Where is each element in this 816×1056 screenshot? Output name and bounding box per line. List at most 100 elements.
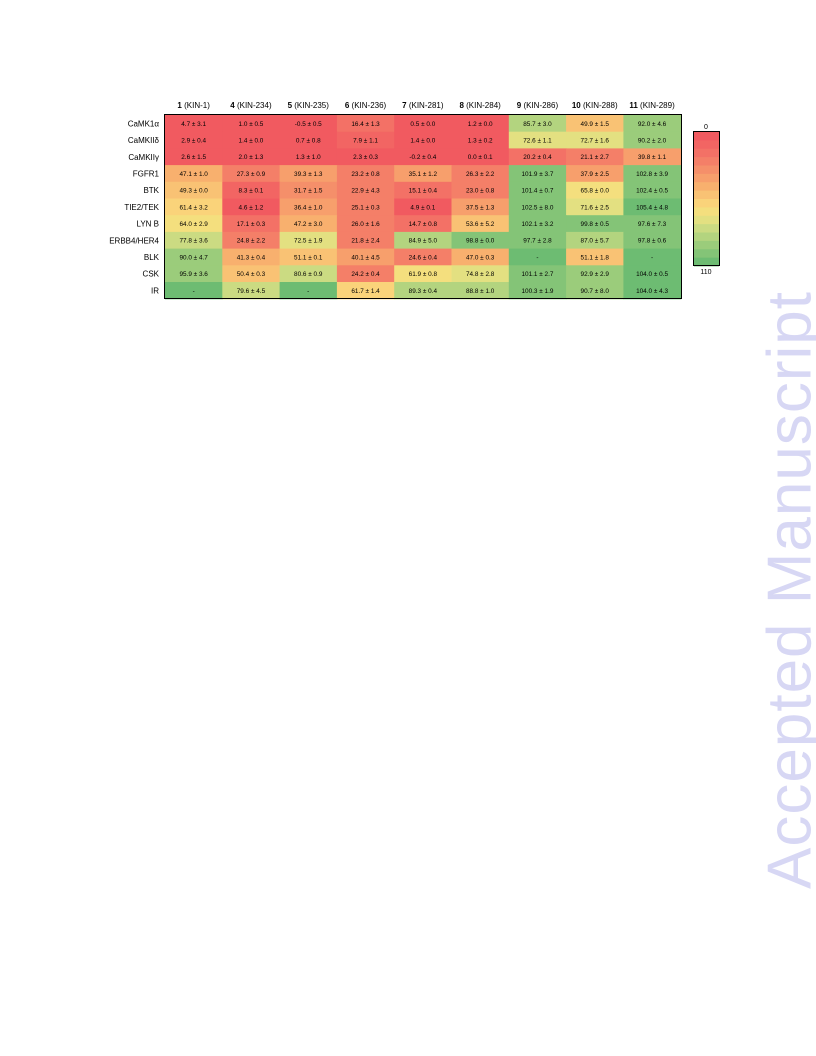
heatmap-cell [566, 198, 624, 216]
heatmap-cell [222, 282, 281, 300]
cell-value-label: 101.4 ± 0.7 [521, 188, 553, 195]
heatmap-cell [222, 115, 281, 133]
heatmap-cell [222, 198, 281, 216]
cell-value-label: 47.1 ± 1.0 [179, 171, 208, 178]
color-scale-legend: 0 110 [693, 124, 720, 276]
column-header-code: (KIN-234) [235, 101, 272, 110]
row-label: CaMK1α [128, 119, 160, 128]
heatmap-cell [623, 282, 682, 300]
heatmap-cell [566, 248, 624, 266]
cell-value-label: 98.8 ± 0.0 [466, 238, 495, 245]
cell-value-label: 24.2 ± 0.4 [351, 271, 380, 278]
column-header-code: (KIN-289) [638, 101, 675, 110]
cell-value-label: 102.4 ± 0.5 [636, 188, 668, 195]
heatmap-cell [222, 248, 281, 266]
heatmap-cell [336, 265, 395, 283]
heatmap-cell [508, 231, 567, 250]
row-label: FGFR1 [133, 169, 160, 178]
cell-value-label: 61.7 ± 1.4 [351, 288, 380, 295]
heatmap-cell [508, 165, 567, 183]
cell-value-label: 50.4 ± 0.3 [237, 271, 266, 278]
cell-value-label: 84.9 ± 5.0 [409, 238, 438, 245]
cell-value-label: 102.5 ± 8.0 [521, 204, 553, 211]
cell-value-label: -0.2 ± 0.4 [409, 154, 436, 161]
heatmap-cell [508, 282, 567, 300]
watermark: Accepted Manuscript [755, 291, 816, 889]
row-label: BTK [143, 186, 159, 195]
heatmap-cell [165, 165, 223, 183]
heatmap-cell [451, 282, 510, 300]
cell-value-label: 104.0 ± 4.3 [636, 288, 668, 295]
legend-color-step [694, 165, 719, 175]
heatmap-cell [165, 148, 223, 166]
cell-value-label: 27.3 ± 0.9 [237, 171, 266, 178]
heatmap-cell [394, 265, 453, 283]
heatmap-cell [508, 198, 567, 216]
cell-value-label: 100.3 ± 1.9 [521, 288, 553, 295]
cell-value-label: 37.5 ± 1.3 [466, 204, 495, 211]
heatmap-cell [279, 181, 338, 200]
cell-value-label: 25.1 ± 0.3 [351, 204, 380, 211]
heatmap-cell [451, 115, 510, 133]
heatmap-cell [394, 165, 453, 183]
column-header-number: 8 [459, 101, 464, 110]
legend-color-step [694, 132, 719, 141]
row-label: TIE2/TEK [124, 203, 159, 212]
legend-color-step [694, 215, 719, 225]
cell-value-label: -0.5 ± 0.5 [295, 121, 322, 128]
heatmap-cell [394, 115, 453, 133]
cell-value-label: 21.8 ± 2.4 [351, 238, 380, 245]
heatmap-cell [165, 181, 223, 200]
heatmap-cell [336, 115, 395, 133]
heatmap-cell [394, 282, 453, 300]
cell-value-label: 88.8 ± 1.0 [466, 288, 495, 295]
heatmap-cell [279, 282, 338, 300]
heatmap-cell [508, 131, 567, 149]
cell-value-label: 24.8 ± 2.2 [237, 238, 266, 245]
heatmap-cell [222, 215, 281, 233]
heatmap-cell [336, 215, 395, 233]
legend-color-step [694, 249, 719, 259]
heatmap-cell [394, 131, 453, 149]
cell-value-label: 92.9 ± 2.9 [581, 271, 610, 278]
cell-value-label: 47.0 ± 0.3 [466, 254, 495, 261]
cell-value-label: 0.0 ± 0.1 [468, 154, 493, 161]
legend-min-label: 0 [704, 124, 708, 131]
heatmap-cell [165, 248, 223, 266]
row-label: BLK [144, 253, 160, 262]
heatmap-cell [336, 231, 395, 250]
cell-value-label: 31.7 ± 1.5 [294, 188, 323, 195]
cell-value-label: - [536, 254, 538, 261]
heatmap-cell [279, 198, 338, 216]
cell-value-label: 49.3 ± 0.0 [179, 188, 208, 195]
heatmap-cell [279, 165, 338, 183]
cell-value-label: 23.0 ± 0.8 [466, 188, 495, 195]
cell-value-label: 71.6 ± 2.5 [581, 204, 610, 211]
heatmap-cell [165, 215, 223, 233]
heatmap-cell [165, 265, 223, 283]
cell-value-label: 102.8 ± 3.9 [636, 171, 668, 178]
heatmap-cell [623, 131, 682, 149]
cell-value-label: 65.8 ± 0.0 [581, 188, 610, 195]
column-header-code: (KIN-288) [581, 101, 618, 110]
cell-value-label: 4.6 ± 1.2 [239, 204, 264, 211]
cell-value-label: 4.7 ± 3.1 [181, 121, 206, 128]
heatmap-cell [336, 282, 395, 300]
heatmap-cell [165, 198, 223, 216]
heatmap-cell [623, 198, 682, 216]
cell-value-label: 14.7 ± 0.8 [409, 221, 438, 228]
cell-value-label: 95.9 ± 3.6 [179, 271, 208, 278]
column-headers: 1 (KIN-1) 4 (KIN-234) 5 (KIN-235) 6 (KIN-23… [177, 101, 675, 110]
heatmap-cell [566, 215, 624, 233]
cell-value-label: 61.4 ± 3.2 [179, 204, 208, 211]
row-label: CSK [143, 270, 160, 279]
cell-value-label: 36.4 ± 1.0 [294, 204, 323, 211]
heatmap-cell [566, 165, 624, 183]
cell-value-label: 51.1 ± 0.1 [294, 254, 323, 261]
column-header-number: 11 [629, 101, 638, 110]
column-header: 9 (KIN-286) [517, 101, 559, 110]
heatmap-cell [394, 198, 453, 216]
cell-value-label: 24.6 ± 0.4 [409, 254, 438, 261]
column-header: 1 (KIN-1) [177, 101, 210, 110]
legend-color-step [694, 240, 719, 250]
